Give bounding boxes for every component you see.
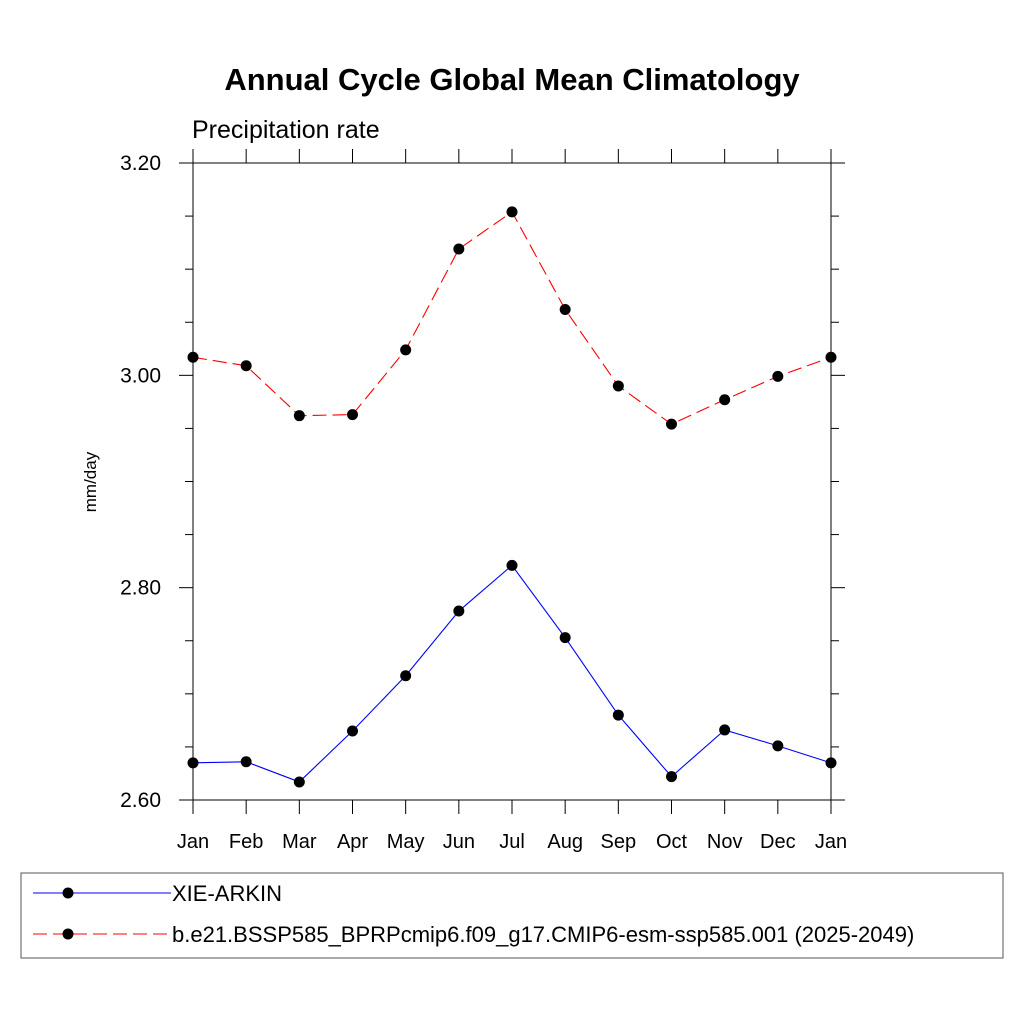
data-point: [293, 776, 305, 788]
data-point: [400, 344, 412, 356]
y-tick-label: 2.60: [120, 789, 161, 812]
data-point: [719, 394, 731, 406]
x-tick-label: Apr: [337, 831, 368, 853]
data-point: [293, 410, 305, 422]
x-tick-label: Oct: [656, 831, 688, 853]
x-tick-label: Nov: [707, 831, 743, 853]
y-axis-label: mm/day: [81, 451, 100, 512]
chart-subtitle: Precipitation rate: [192, 116, 380, 144]
data-point: [187, 351, 199, 363]
x-tick-label: Jan: [815, 831, 847, 853]
data-point: [347, 725, 358, 737]
data-point: [666, 418, 677, 430]
x-tick-label: Jul: [499, 831, 525, 853]
data-point: [187, 757, 199, 769]
data-point: [772, 370, 784, 382]
data-point: [825, 757, 837, 769]
data-point: [612, 380, 624, 392]
data-point: [453, 243, 465, 255]
plot-axes: 2.60 2.80 3.00 3.20 Jan Feb Mar Apr May Jun Jul Aug…: [120, 149, 847, 853]
series-1: [187, 559, 837, 788]
x-tick-label: Jan: [177, 831, 209, 853]
data-point: [559, 632, 571, 644]
data-point: [825, 351, 837, 363]
legend: XIE-ARKIN b.e21.BSSP585_BPRPcmip6.f09_g17…: [20, 872, 1004, 959]
series-line: [192, 564, 832, 783]
series-2: [187, 206, 837, 430]
legend-marker: [62, 887, 74, 899]
plot-frame: [192, 162, 832, 801]
legend-label: b.e21.BSSP585_BPRPcmip6.f09_g17.CMIP6-es…: [172, 922, 914, 947]
y-tick-label: 3.00: [120, 364, 161, 387]
x-tick-label: Aug: [547, 831, 583, 853]
data-point: [240, 756, 252, 768]
data-point: [719, 724, 731, 736]
x-tick-label: Sep: [601, 831, 637, 853]
x-tick-label: May: [387, 831, 425, 853]
legend-marker: [62, 928, 74, 940]
x-tick-label: Mar: [282, 831, 317, 853]
data-point: [612, 709, 624, 721]
chart-title: Annual Cycle Global Mean Climatology: [224, 62, 800, 97]
legend-box: [20, 872, 1004, 959]
data-point: [347, 409, 358, 421]
y-tick-label: 2.80: [120, 577, 161, 600]
data-point: [772, 740, 784, 752]
y-tick-label: 3.20: [120, 152, 161, 175]
data-point: [506, 206, 518, 218]
series-layer: [187, 206, 837, 788]
legend-label: XIE-ARKIN: [172, 881, 282, 906]
data-point: [453, 605, 465, 617]
data-point: [240, 360, 252, 372]
series-line: [192, 211, 832, 425]
data-point: [506, 559, 518, 571]
x-tick-label: Jun: [443, 831, 475, 853]
x-tick-label: Dec: [760, 831, 796, 853]
data-point: [559, 304, 571, 316]
data-point: [400, 670, 412, 682]
x-tick-label: Feb: [229, 831, 263, 853]
data-point: [666, 771, 677, 783]
